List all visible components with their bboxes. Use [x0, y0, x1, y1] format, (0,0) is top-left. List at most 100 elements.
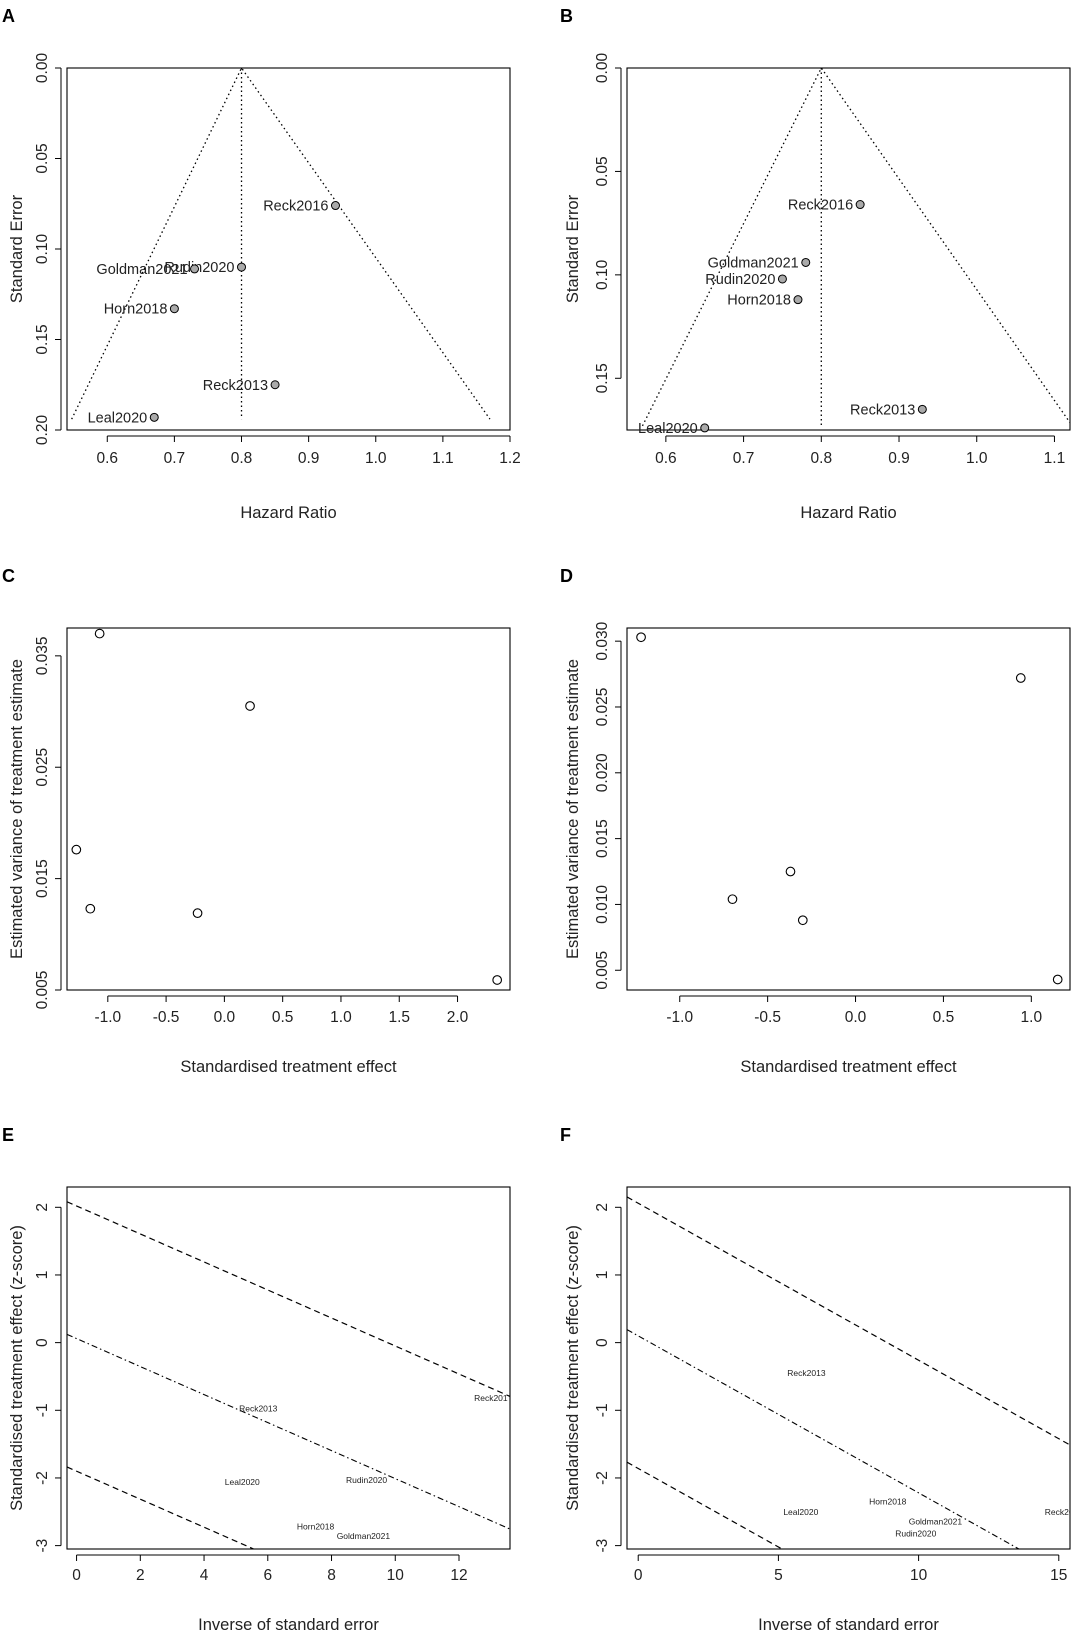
study-label: Leal2020	[225, 1477, 260, 1487]
x-axis-label: Standardised treatment effect	[740, 1058, 957, 1076]
x-tick-label: 0	[634, 1567, 643, 1584]
y-tick-label: -2	[594, 1471, 611, 1485]
y-tick-label: 0.05	[34, 143, 51, 173]
study-label: Goldman2021	[96, 262, 187, 278]
study-label: Horn2018	[297, 1522, 335, 1532]
y-tick-label: 0.015	[594, 819, 611, 858]
y-tick-label: 2	[34, 1203, 51, 1212]
plot-frame	[626, 627, 1071, 991]
y-tick-label: 0.025	[34, 748, 51, 787]
panel-d: D -1.0 -0.5 0.0 0.5 1.0 0.005 0.010 0.015 0.020 0.…	[560, 566, 1071, 1076]
plot-area: Reck201 Reck2013 Rudin2020 Leal2020 Horn2018…	[67, 1201, 510, 1549]
x-tick-label: -1.0	[94, 1009, 121, 1026]
plot-area	[71, 68, 491, 420]
y-tick-label: 0.020	[594, 753, 611, 792]
study-label: Reck201	[1045, 1507, 1076, 1517]
regression-line	[67, 1333, 510, 1530]
panel-a: A 0.6 0.7 0.8 0.9 1.0 1.1 1.2 0.00 0.05 0.10 0.15 0.…	[2, 6, 521, 522]
y-tick-label: 0.00	[34, 53, 51, 84]
study-label: Reck2016	[263, 199, 328, 215]
study-label: Reck2013	[203, 378, 268, 394]
x-tick-label: -0.5	[754, 1009, 781, 1026]
study-point	[237, 262, 247, 272]
data-point	[1015, 673, 1026, 683]
study-label: Horn2018	[104, 302, 168, 318]
x-tick-label: 15	[1050, 1567, 1067, 1584]
x-axis-label: Hazard Ratio	[240, 504, 336, 522]
study-label: Horn2018	[869, 1497, 907, 1507]
study-label: Goldman2021	[337, 1531, 391, 1541]
upper-confidence-line	[627, 1196, 1070, 1446]
panel-f: F 0 5 10 15 -3 -2 -1 0 1 2 Inverse of standard erro…	[560, 1125, 1076, 1634]
study-label: Goldman2021	[708, 255, 799, 271]
study-point	[270, 380, 280, 390]
x-tick-label: 0.9	[888, 450, 910, 467]
y-tick-label: 0.10	[34, 234, 51, 265]
panel-c: C -1.0 -0.5 0.0 0.5 1.0 1.5 2.0 0.005 0.015 0.025 0…	[2, 566, 511, 1076]
data-point	[727, 894, 738, 905]
plot-area: Reck2013 Horn2018 Leal2020 Reck201 Goldman20…	[627, 1196, 1076, 1549]
study-point	[793, 295, 803, 305]
data-point	[192, 908, 203, 918]
y-tick-label: 0.15	[594, 363, 611, 393]
x-tick-label: 1.5	[388, 1009, 410, 1026]
y-tick-label: -1	[34, 1403, 51, 1417]
study-label: Reck2013	[239, 1403, 278, 1413]
study-label: Rudin2020	[346, 1475, 387, 1485]
study-point	[855, 200, 865, 210]
plot-frame	[66, 627, 511, 991]
data-point	[785, 866, 796, 877]
study-label: Rudin2020	[164, 260, 234, 276]
x-tick-label: 10	[387, 1567, 405, 1584]
y-tick-label: 0.15	[34, 324, 51, 354]
data-point	[636, 632, 646, 643]
y-tick-label: 0.010	[594, 885, 611, 924]
x-tick-label: 0.7	[733, 450, 755, 467]
y-tick-label: 0.05	[594, 156, 611, 186]
x-tick-label: 0.6	[655, 450, 677, 467]
y-tick-label: 0.005	[34, 971, 51, 1010]
x-tick-label: 0.0	[214, 1009, 236, 1026]
study-label: Rudin2020	[705, 272, 775, 288]
y-tick-label: 0.10	[594, 259, 611, 290]
x-tick-label: 1.1	[1044, 450, 1066, 467]
x-tick-label: -1.0	[666, 1009, 693, 1026]
upper-confidence-line	[67, 1201, 510, 1397]
x-tick-label: 2	[136, 1567, 145, 1584]
y-tick-label: 0.20	[34, 415, 51, 446]
data-point	[797, 915, 808, 926]
x-tick-label: 0.7	[164, 450, 186, 467]
panel-letter: D	[560, 566, 573, 586]
data-point	[94, 628, 105, 639]
y-tick-label: 1	[34, 1271, 51, 1280]
study-label: Leal2020	[88, 410, 148, 426]
study-point	[190, 264, 200, 274]
study-label: Horn2018	[727, 293, 791, 309]
lower-confidence-line	[627, 1461, 784, 1549]
y-tick-label: 0.030	[594, 621, 611, 660]
x-tick-label: 0.9	[298, 450, 320, 467]
y-tick-label: 0.005	[594, 951, 611, 990]
data-point	[245, 701, 255, 711]
y-tick-label: -3	[34, 1539, 51, 1553]
x-axis-label: Inverse of standard error	[198, 1616, 379, 1634]
plot-frame	[66, 1186, 511, 1550]
regression-line	[627, 1329, 1021, 1549]
panel-letter: A	[2, 6, 15, 26]
panel-letter: F	[560, 1125, 571, 1145]
study-point	[801, 257, 811, 267]
x-tick-label: 0.8	[811, 450, 833, 467]
y-axis-label: Standard Error	[564, 194, 582, 303]
y-axis-label: Standard Error	[8, 194, 26, 303]
y-axis-label: Standardised treatment effect (z-score)	[564, 1225, 582, 1511]
study-label: Reck2016	[788, 198, 853, 214]
study-point	[700, 423, 710, 433]
x-tick-label: 12	[450, 1567, 467, 1584]
panel-b: B 0.6 0.7 0.8 0.9 1.0 1.1 0.00 0.05 0.10 0.15 Hazar…	[560, 6, 1071, 522]
study-point	[917, 404, 927, 414]
plot-frame	[626, 1186, 1071, 1550]
panel-letter: B	[560, 6, 573, 26]
lower-confidence-line	[67, 1466, 256, 1549]
data-point	[1052, 974, 1063, 985]
y-tick-label: 0.00	[594, 53, 611, 84]
